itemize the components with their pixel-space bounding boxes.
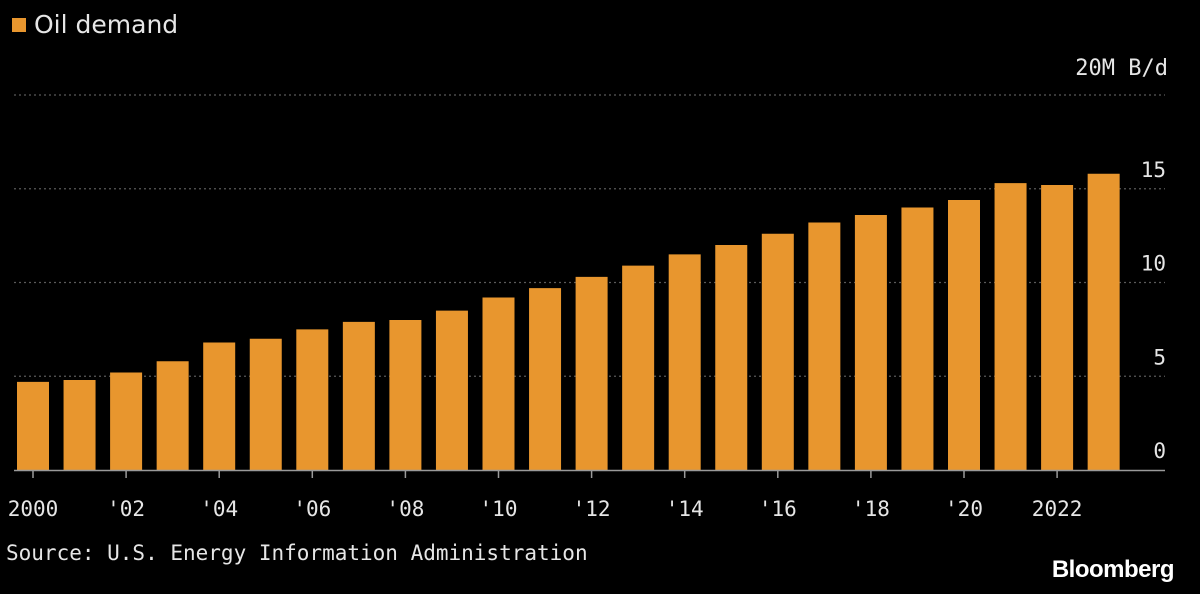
- bar-2016: [761, 233, 794, 470]
- y-axis-ticks: 0 5 10 15: [1141, 158, 1166, 463]
- x-tick-label: '10: [480, 497, 518, 521]
- x-tick-label: '04: [200, 497, 238, 521]
- bar-2019: [901, 207, 934, 470]
- bar-2008: [389, 320, 422, 470]
- x-tick-label: '06: [293, 497, 331, 521]
- legend-swatch-icon: [12, 17, 26, 32]
- x-axis-ticks: 2000 '02 '04 '06 '08 '10 '12 '14 '16 '18 '20 2022: [8, 470, 1083, 521]
- bar-2013: [622, 265, 655, 470]
- legend: Oil demand: [12, 10, 178, 39]
- bar-2011: [529, 288, 562, 470]
- bar-2020: [948, 200, 980, 470]
- x-tick-label: '02: [107, 497, 145, 521]
- bar-2002: [110, 372, 143, 470]
- x-tick-label: 2000: [8, 497, 59, 521]
- bar-2000: [17, 381, 49, 470]
- x-tick-label: '20: [945, 497, 983, 521]
- bar-2012: [575, 276, 608, 470]
- bar-2009: [435, 310, 468, 470]
- bar-2021: [994, 183, 1027, 470]
- x-tick-label: '16: [759, 497, 797, 521]
- bar-2001: [63, 380, 96, 470]
- bar-2005: [249, 338, 282, 470]
- y-tick-label: 10: [1141, 252, 1166, 276]
- bar-2014: [668, 254, 701, 470]
- legend-label: Oil demand: [34, 10, 179, 39]
- source-note: Source: U.S. Energy Information Administ…: [6, 541, 588, 565]
- bar-2007: [342, 321, 375, 470]
- bloomberg-logo: Bloomberg: [1051, 556, 1175, 583]
- y-tick-label: 15: [1141, 158, 1166, 182]
- x-tick-label: '12: [573, 497, 611, 521]
- y-tick-label: 5: [1153, 345, 1166, 369]
- x-tick-label: '08: [386, 497, 424, 521]
- y-tick-label: 0: [1153, 439, 1166, 463]
- bar-2015: [715, 245, 748, 470]
- bar-2006: [296, 329, 329, 470]
- y-axis-unit-label: 20M B/d: [1075, 56, 1168, 81]
- bar-2023: [1087, 173, 1120, 470]
- bars: [17, 173, 1120, 470]
- bar-2010: [482, 297, 515, 470]
- bar-2022: [1041, 185, 1074, 470]
- bar-2018: [854, 215, 887, 470]
- bar-2017: [808, 222, 841, 470]
- x-tick-label: '18: [852, 497, 890, 521]
- x-tick-label: '14: [666, 497, 704, 521]
- bar-2003: [156, 361, 189, 470]
- bar-2004: [203, 342, 236, 470]
- x-tick-label: 2022: [1032, 497, 1083, 521]
